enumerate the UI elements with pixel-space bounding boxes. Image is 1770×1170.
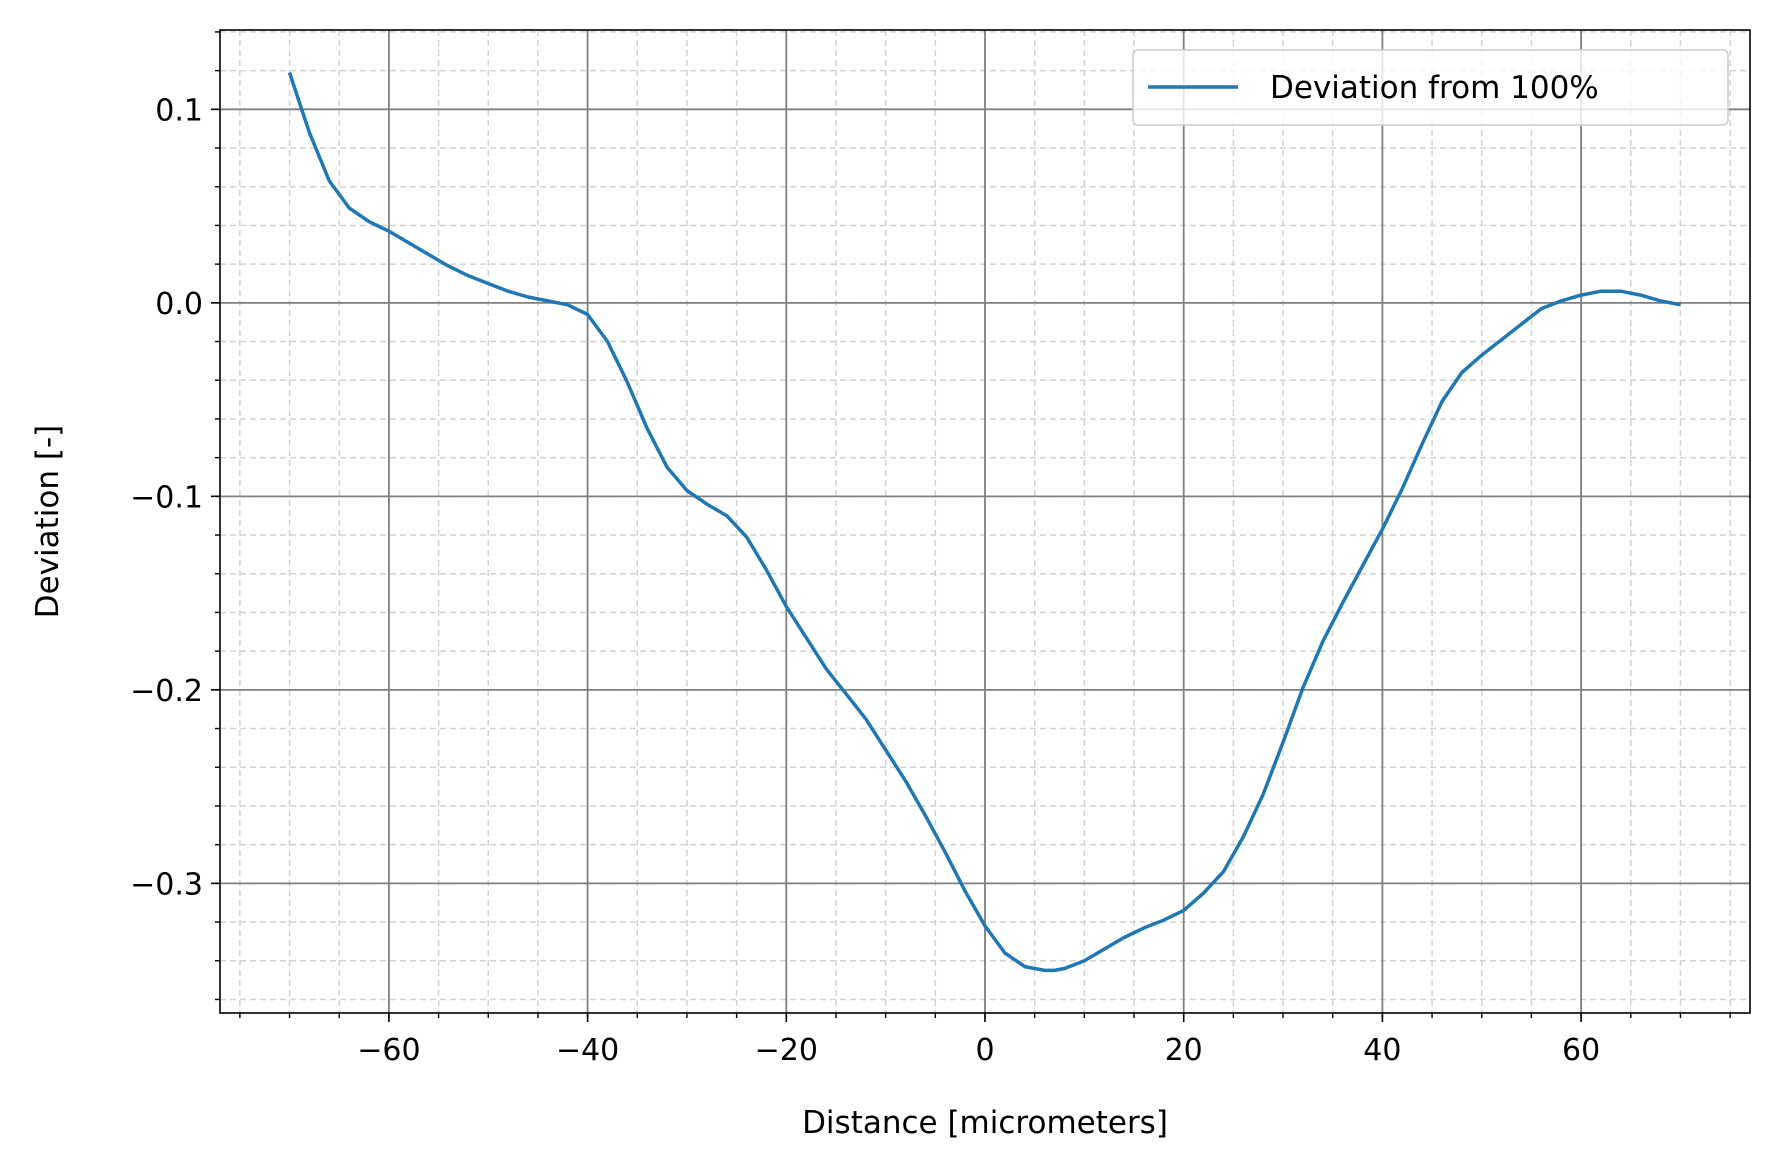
- x-tick-label: 60: [1562, 1033, 1600, 1068]
- x-tick-label: 20: [1165, 1033, 1203, 1068]
- legend-box: [1132, 49, 1729, 126]
- y-tick-label: −0.1: [130, 480, 203, 515]
- series-layer: [287, 72, 1681, 973]
- x-tick-label: 40: [1363, 1033, 1401, 1068]
- x-axis-label: Distance [micrometers]: [802, 1105, 1168, 1141]
- y-tick-label: 0.1: [155, 93, 203, 128]
- tick-labels: −60 −40 −20 0 20 40 60 0.1 0.0 −0.1 −0.2 −0.3: [130, 93, 1600, 1068]
- x-tick-label: −20: [755, 1033, 818, 1068]
- x-tick-label: 0: [975, 1033, 994, 1068]
- y-tick-label: 0.0: [155, 287, 203, 322]
- legend: Deviation from 100%: [1132, 49, 1729, 126]
- x-tick-label: −40: [556, 1033, 619, 1068]
- legend-series-label: Deviation from 100%: [1270, 70, 1599, 106]
- series-line: [287, 72, 1681, 973]
- axis-ticks: [211, 31, 1731, 1022]
- x-tick-label: −60: [357, 1033, 420, 1068]
- y-tick-label: −0.2: [130, 674, 203, 709]
- y-tick-label: −0.3: [130, 867, 203, 902]
- y-axis-label: Deviation [-]: [30, 425, 66, 619]
